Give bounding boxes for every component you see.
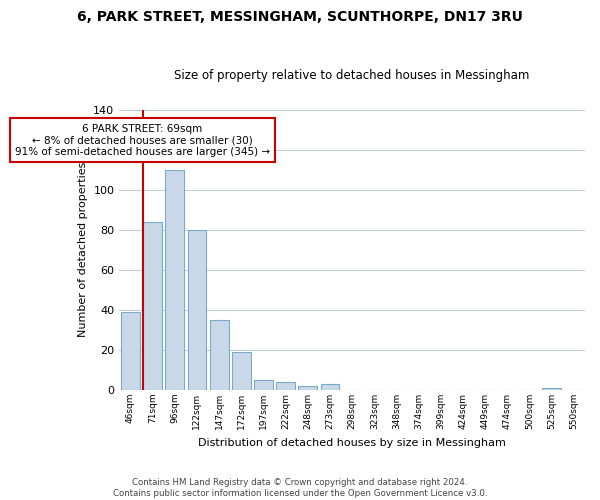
Bar [254,380,273,390]
Text: 6 PARK STREET: 69sqm
← 8% of detached houses are smaller (30)
91% of semi-detach: 6 PARK STREET: 69sqm ← 8% of detached ho… [15,124,270,157]
Bar [121,312,140,390]
Bar [143,222,162,390]
Bar [166,170,184,390]
Bar [276,382,295,390]
Bar [209,320,229,390]
Bar [188,230,206,390]
Y-axis label: Number of detached properties: Number of detached properties [78,162,88,338]
Text: Contains HM Land Registry data © Crown copyright and database right 2024.
Contai: Contains HM Land Registry data © Crown c… [113,478,487,498]
Bar [232,352,251,390]
Bar [298,386,317,390]
Text: 6, PARK STREET, MESSINGHAM, SCUNTHORPE, DN17 3RU: 6, PARK STREET, MESSINGHAM, SCUNTHORPE, … [77,10,523,24]
Title: Size of property relative to detached houses in Messingham: Size of property relative to detached ho… [175,69,530,82]
Bar [542,388,561,390]
X-axis label: Distribution of detached houses by size in Messingham: Distribution of detached houses by size … [198,438,506,448]
Bar [320,384,340,390]
